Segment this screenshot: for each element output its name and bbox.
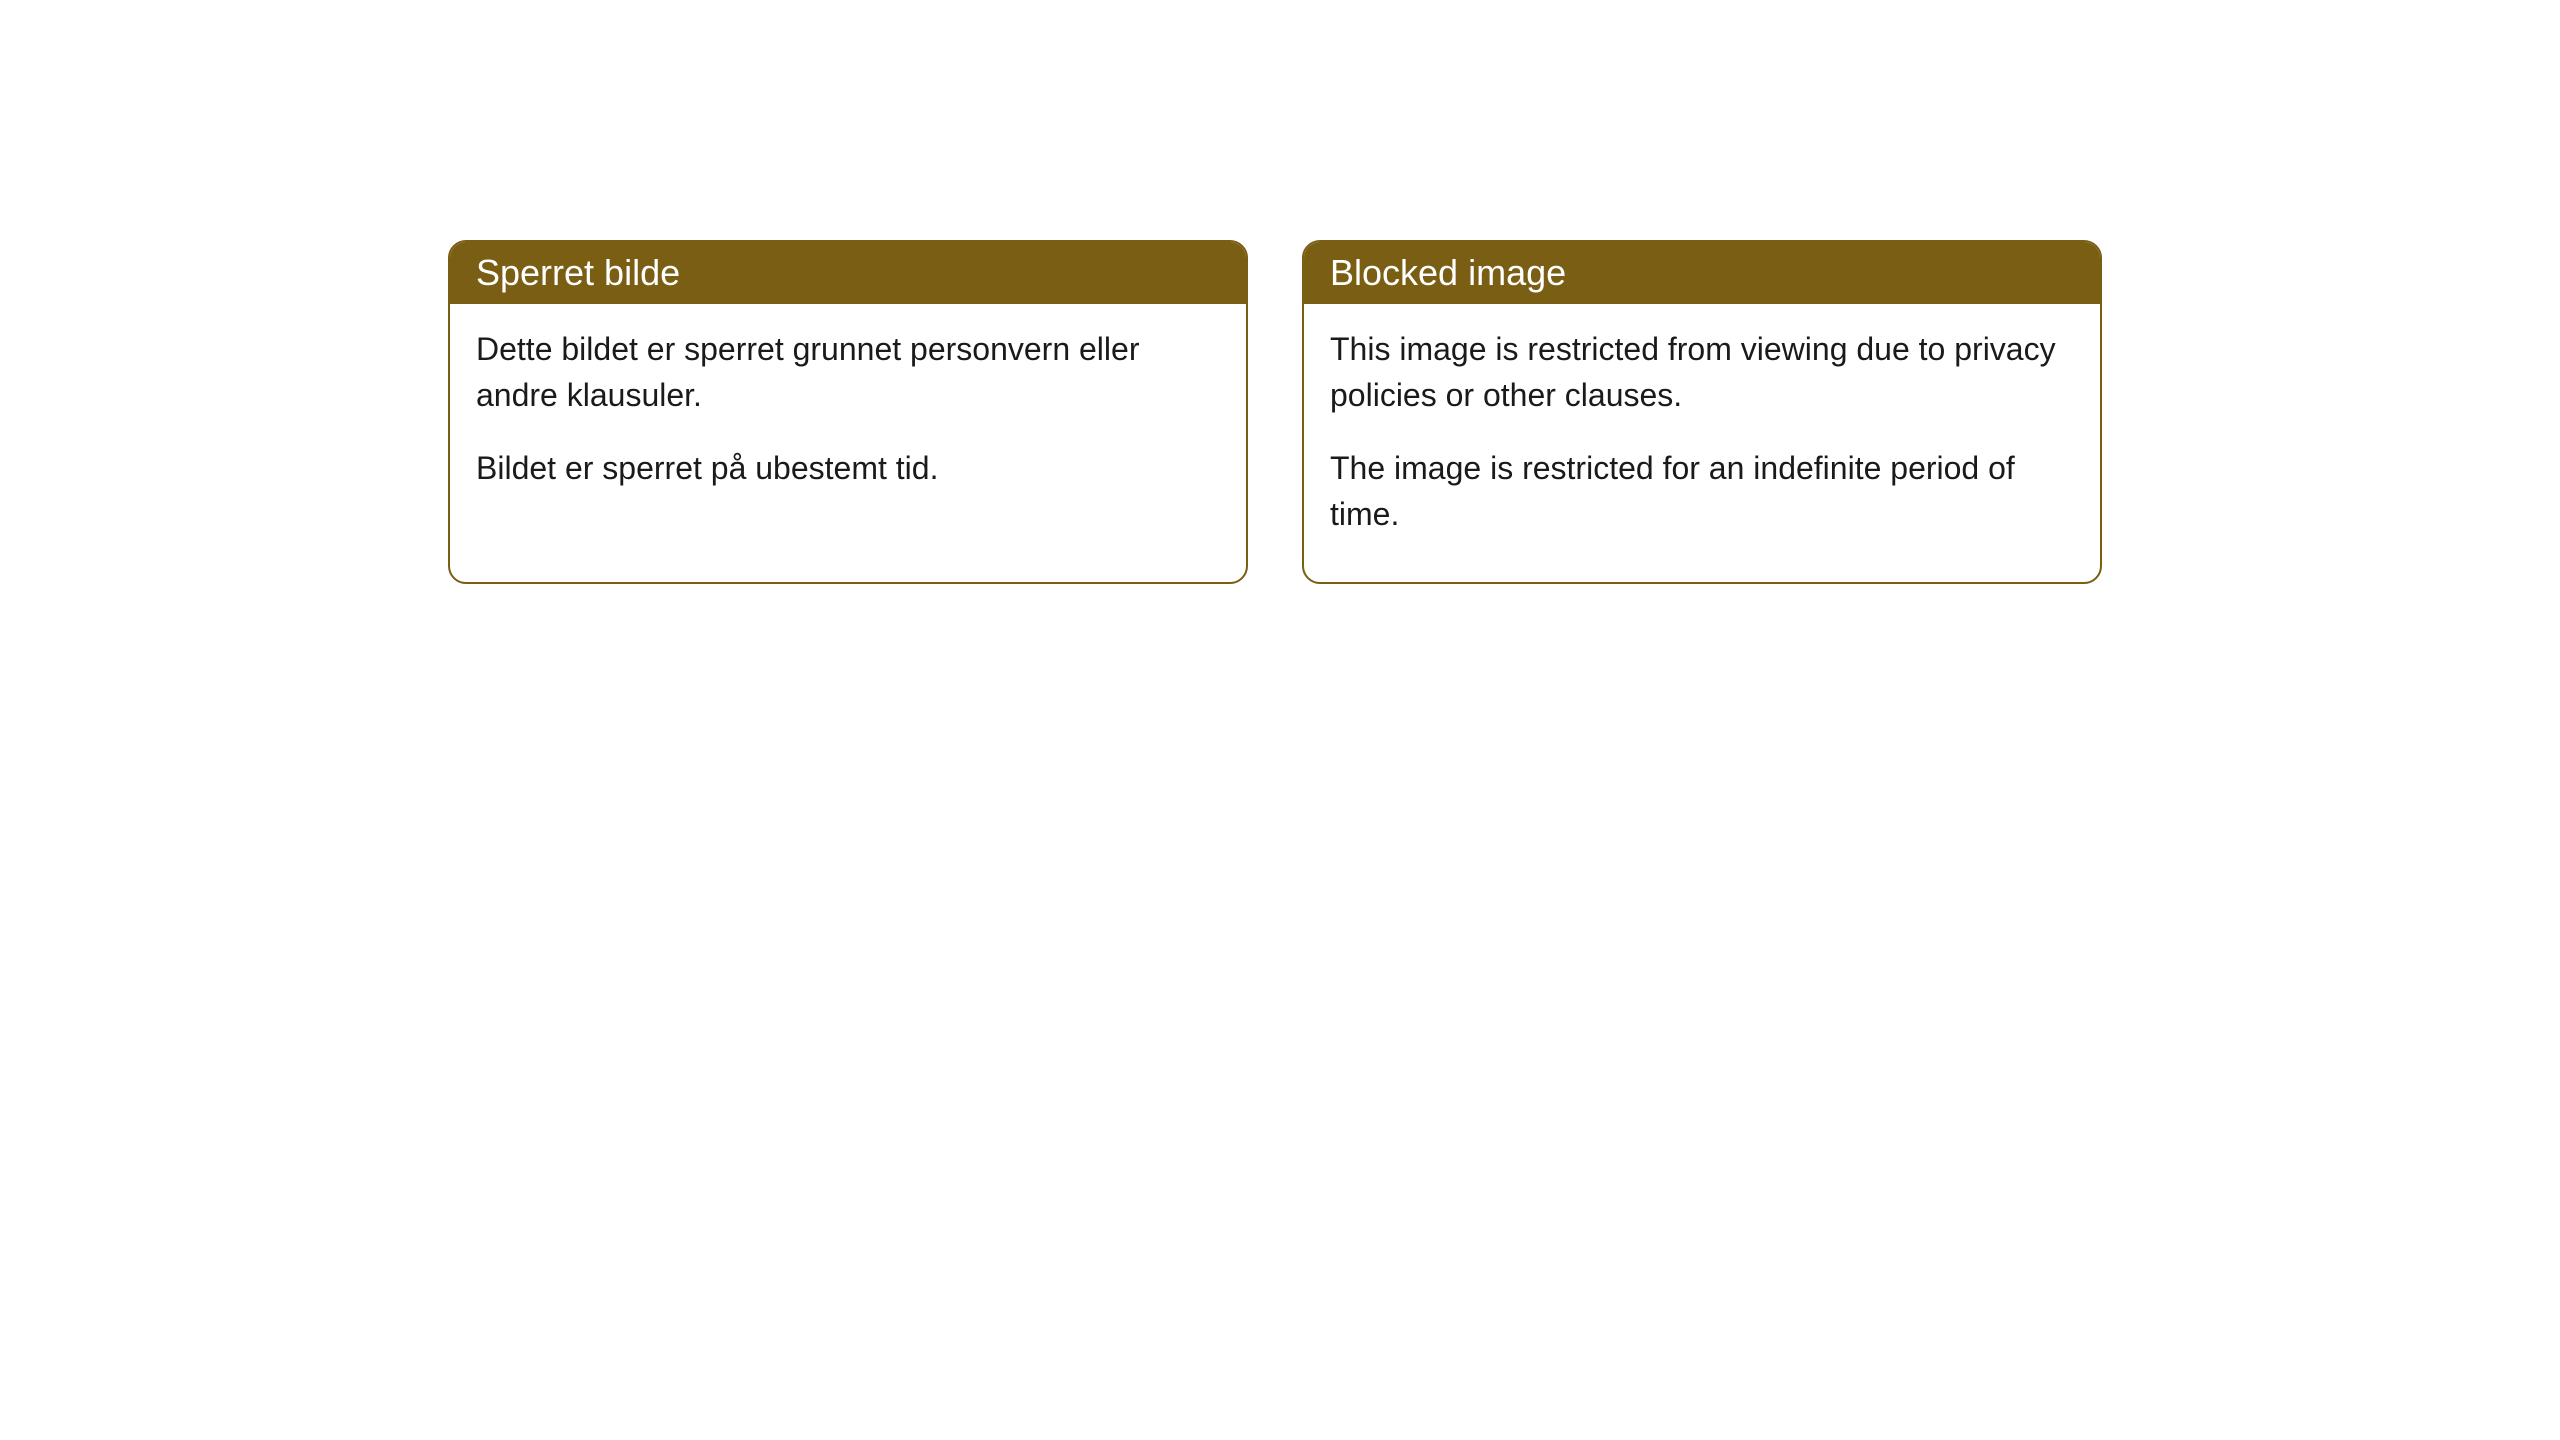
blocked-image-card-english: Blocked image This image is restricted f… bbox=[1302, 240, 2102, 584]
card-body: This image is restricted from viewing du… bbox=[1304, 304, 2100, 582]
card-title: Sperret bilde bbox=[476, 252, 680, 293]
card-paragraph: Bildet er sperret på ubestemt tid. bbox=[476, 445, 1220, 491]
card-title: Blocked image bbox=[1330, 252, 1566, 293]
card-header: Blocked image bbox=[1304, 242, 2100, 304]
card-paragraph: The image is restricted for an indefinit… bbox=[1330, 445, 2074, 538]
card-header: Sperret bilde bbox=[450, 242, 1246, 304]
info-cards-container: Sperret bilde Dette bildet er sperret gr… bbox=[448, 240, 2102, 584]
card-body: Dette bildet er sperret grunnet personve… bbox=[450, 304, 1246, 535]
blocked-image-card-norwegian: Sperret bilde Dette bildet er sperret gr… bbox=[448, 240, 1248, 584]
card-paragraph: Dette bildet er sperret grunnet personve… bbox=[476, 326, 1220, 419]
card-paragraph: This image is restricted from viewing du… bbox=[1330, 326, 2074, 419]
